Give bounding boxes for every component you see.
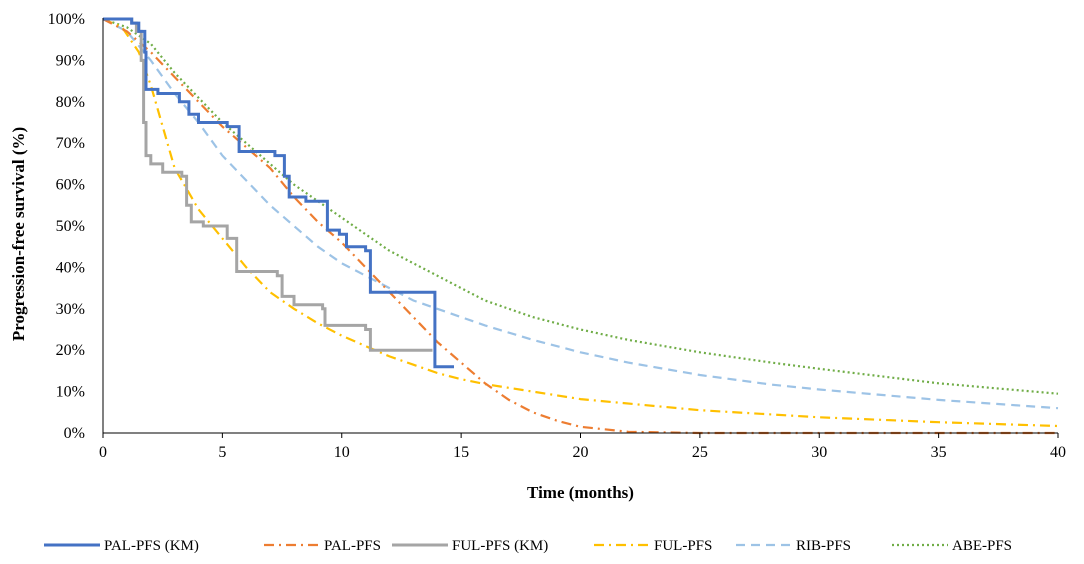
axes-layer [102,18,1058,434]
legend-label: RIB-PFS [796,538,851,554]
x-tick-label: 40 [1050,444,1066,461]
y-tick-label: 30% [56,301,85,318]
x-tick-label: 25 [692,444,708,461]
series-line-pal-pfs [102,18,1058,435]
x-tick-label: 0 [99,444,107,461]
y-tick-label: 80% [56,94,85,111]
y-tick-label: 50% [56,218,85,235]
x-tick-label: 20 [573,444,589,461]
y-axis-title: Progression-free survival (%) [9,127,28,341]
legend: PAL-PFS (KM) PAL-PFS FUL-PFS (KM) FUL-PFS RI… [44,538,1012,554]
y-tick-label: 70% [56,135,85,152]
y-tick-label: 40% [56,259,85,276]
x-tick-label: 5 [218,444,226,461]
x-tick-label: 35 [931,444,947,461]
series-line-pal-pfs-km [103,17,454,369]
y-tick-label: 0% [64,425,85,442]
series-line-ful-pfs-km [103,17,433,352]
tick-labels: 0 5 10 15 20 25 30 35 40 0% 10% 20% 30% 40% 50% 60% 70% 8… [48,11,1066,461]
legend-label: ABE-PFS [952,538,1012,554]
legend-label: PAL-PFS (KM) [104,538,199,554]
legend-label: FUL-PFS (KM) [452,538,548,554]
y-tick-label: 90% [56,52,85,69]
series-layer [102,17,1059,435]
series-line-ful-pfs [102,17,1059,428]
y-tick-label: 100% [48,11,85,28]
x-tick-label: 30 [811,444,827,461]
legend-label: FUL-PFS [654,538,712,554]
legend-label: PAL-PFS [324,538,381,554]
series-line-abe-pfs [102,17,1059,395]
y-tick-label: 10% [56,384,85,401]
x-tick-label: 10 [334,444,350,461]
y-tick-label: 20% [56,342,85,359]
y-tick-label: 60% [56,177,85,194]
x-axis-title: Time (months) [527,483,634,502]
series-line-rib-pfs [102,18,1059,410]
x-tick-label: 15 [453,444,469,461]
